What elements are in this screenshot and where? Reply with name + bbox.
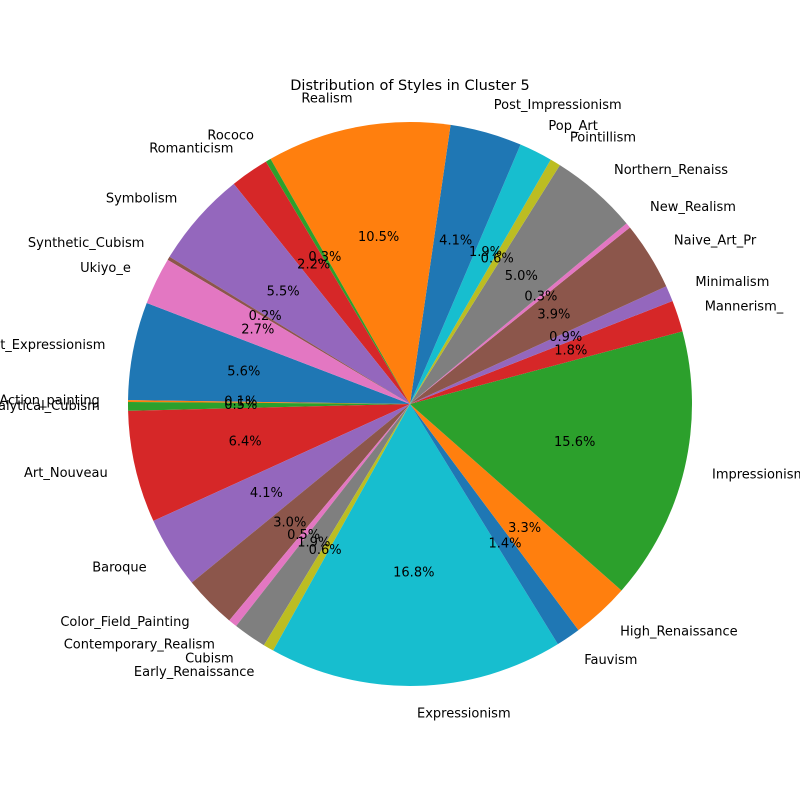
slice-percent-naive-art-pr: 3.9% [537, 308, 570, 323]
slice-percent-expressionism: 16.8% [393, 566, 434, 581]
slice-label-northern-renaiss: Northern_Renaiss [614, 163, 728, 178]
slice-percent-action-painting: 0.1% [224, 395, 257, 410]
pie-slice-contemporary-realism [229, 404, 410, 627]
slice-percent-cubism: 1.9% [297, 536, 330, 551]
slice-label-synthetic-cubism: Synthetic_Cubism [28, 236, 145, 251]
pie-slice-realism [270, 121, 451, 405]
slice-percent-contemporary-realism: 0.5% [287, 528, 320, 543]
slice-label-analytical-cubism: Analytical_Cubism [0, 399, 100, 414]
pie-slice-expressionism [273, 404, 558, 687]
pie-slice-analytical-cubism [128, 401, 410, 411]
slice-label-art-nouveau: Art_Nouveau [24, 466, 108, 481]
slice-percent-pop-art: 1.9% [469, 245, 502, 260]
pie-slice-early-renaissance [263, 404, 410, 651]
pie-slice-fauvism [410, 404, 579, 645]
slice-label-color-field-painting: Color_Field_Painting [60, 615, 189, 630]
slice-percent-fauvism: 1.4% [488, 537, 521, 552]
pie-slice-symbolism [169, 183, 410, 404]
slice-label-fauvism: Fauvism [584, 653, 637, 668]
chart-title: Distribution of Styles in Cluster 5 [290, 78, 530, 94]
pie-slice-northern-renaiss [410, 165, 627, 404]
slice-label-naive-art-pr: Naive_Art_Pr [674, 233, 757, 248]
pie-slice-romanticism [233, 161, 410, 404]
pie-slice-baroque [153, 404, 410, 583]
slice-percent-synthetic-cubism: 0.2% [249, 309, 282, 324]
pie-slice-synthetic-cubism [167, 256, 410, 404]
pie-slice-impressionism [410, 331, 692, 591]
pie-slice-abstract-expressionism [128, 302, 410, 404]
pie-slice-pointillism [410, 159, 560, 404]
slice-percent-new-realism: 0.3% [524, 289, 557, 304]
slice-label-abstract-expressionism: Abstract_Expressionism [0, 338, 105, 353]
pie-slice-minimalism [410, 286, 673, 404]
slice-percent-minimalism: 0.9% [549, 330, 582, 345]
slice-label-ukiyo-e: Ukiyo_e [80, 261, 131, 276]
pie-slice-naive-art-pr [410, 227, 667, 404]
slice-percent-art-nouveau: 6.4% [229, 434, 262, 449]
slice-percent-abstract-expressionism: 5.6% [227, 365, 260, 380]
slice-label-mannerism: Mannerism_ [705, 300, 784, 315]
slice-label-pop-art: Pop_Art [548, 119, 597, 134]
pie-slice-post-impressionism [410, 124, 521, 405]
slice-label-romanticism: Romanticism [149, 142, 233, 157]
slice-percent-color-field-painting: 3.0% [273, 516, 306, 531]
slice-label-new-realism: New_Realism [650, 200, 736, 215]
slice-label-realism: Realism [301, 92, 352, 107]
slice-percent-realism: 10.5% [358, 230, 399, 245]
slice-label-expressionism: Expressionism [417, 707, 511, 722]
slice-percent-analytical-cubism: 0.5% [224, 398, 257, 413]
slice-label-cubism: Cubism [185, 652, 234, 667]
slice-label-contemporary-realism: Contemporary_Realism [64, 638, 215, 653]
pie-slice-rococo [265, 158, 410, 404]
pie-slice-high-renaissance [410, 404, 622, 631]
slice-label-early-renaissance: Early_Renaissance [134, 665, 255, 680]
slice-label-symbolism: Symbolism [106, 191, 177, 206]
slice-percent-baroque: 4.1% [250, 486, 283, 501]
pie-slice-color-field-painting [191, 404, 410, 621]
slice-percent-symbolism: 5.5% [267, 285, 300, 300]
pie-slice-art-nouveau [128, 404, 410, 521]
slice-label-pointillism: Pointillism [570, 131, 636, 146]
slice-percent-ukiyo-e: 2.7% [241, 323, 274, 338]
pie-slice-new-realism [410, 223, 630, 404]
slice-label-minimalism: Minimalism [695, 275, 769, 290]
slice-percent-post-impressionism: 4.1% [439, 234, 472, 249]
pie-slice-cubism [236, 404, 410, 646]
pie-slice-pop-art [410, 144, 551, 404]
slice-label-post-impressionism: Post_Impressionism [494, 98, 622, 113]
pie-wedges [128, 121, 692, 687]
slice-percent-northern-renaiss: 5.0% [505, 269, 538, 284]
slice-label-impressionism: Impressionism [712, 468, 800, 483]
slice-label-high-renaissance: High_Renaissance [620, 625, 738, 640]
pie-slice-action-painting [128, 400, 410, 404]
slice-label-baroque: Baroque [92, 560, 146, 575]
slice-label-action-painting: Action_painting [0, 393, 100, 408]
slice-percent-pointillism: 0.6% [481, 252, 514, 267]
slice-percent-early-renaissance: 0.6% [309, 543, 342, 558]
pie-slice-mannerism [410, 300, 683, 404]
pie-slice-ukiyo-e [146, 259, 411, 404]
pie-category-labels: Abstract_Expressionism Action_paintingAna… [0, 92, 800, 722]
slice-percent-rococo: 0.3% [308, 250, 341, 265]
pie-percent-labels: 5.6%0.1%0.5%6.4%4.1%3.0%0.5%1.9%0.6%16.8… [224, 230, 595, 581]
slice-label-rococo: Rococo [207, 128, 254, 143]
slice-percent-mannerism: 1.8% [554, 344, 587, 359]
slice-percent-high-renaissance: 3.3% [508, 521, 541, 536]
slice-percent-romanticism: 2.2% [297, 257, 330, 272]
slice-percent-impressionism: 15.6% [554, 435, 595, 450]
